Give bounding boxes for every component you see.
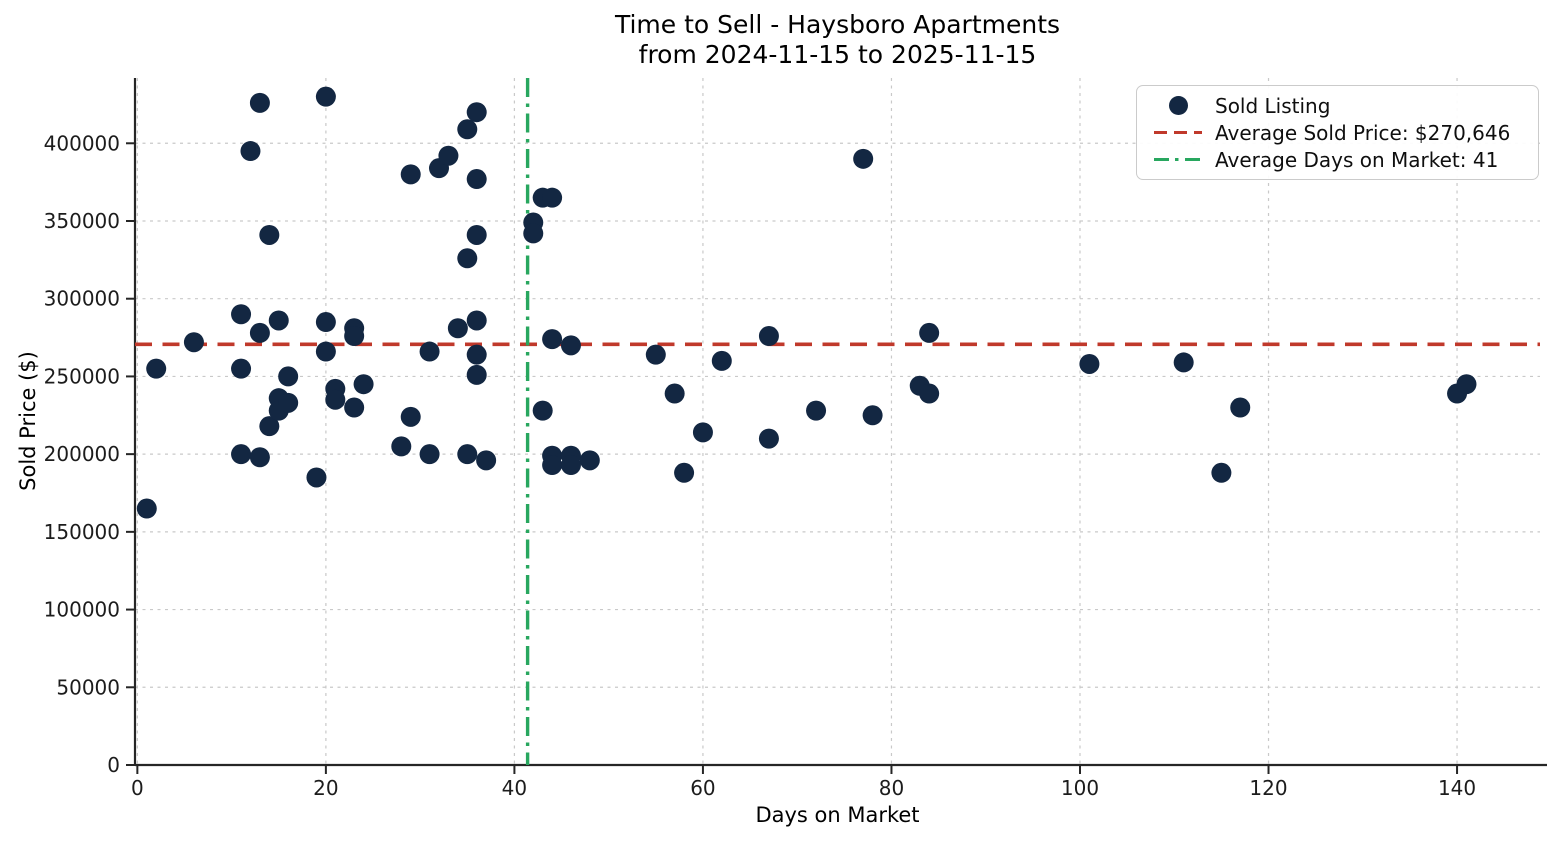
scatter-point bbox=[758, 326, 779, 347]
chart-title-line2: from 2024-11-15 to 2025-11-15 bbox=[638, 40, 1037, 69]
scatter-point bbox=[919, 383, 940, 404]
scatter-point bbox=[447, 318, 468, 339]
avg-price-dashed-line-icon bbox=[1149, 130, 1207, 135]
scatter-point bbox=[466, 344, 487, 365]
scatter-point bbox=[315, 86, 336, 107]
scatter-point bbox=[919, 322, 940, 343]
scatter-point bbox=[853, 148, 874, 169]
scatter-point bbox=[315, 341, 336, 362]
x-axis-label: Days on Market bbox=[755, 803, 920, 827]
scatter-point bbox=[862, 405, 883, 426]
scatter-point bbox=[466, 364, 487, 385]
scatter-point bbox=[353, 374, 374, 395]
y-tick-label: 150000 bbox=[44, 520, 120, 544]
y-tick-label: 50000 bbox=[56, 675, 120, 699]
scatter-point bbox=[692, 422, 713, 443]
y-tick-label: 0 bbox=[107, 753, 120, 777]
scatter-point bbox=[231, 304, 252, 325]
scatter-point bbox=[457, 119, 478, 140]
scatter-point bbox=[268, 310, 289, 331]
x-tick-label: 100 bbox=[1061, 776, 1099, 800]
scatter-point bbox=[711, 350, 732, 371]
scatter-point bbox=[645, 344, 666, 365]
scatter-point bbox=[249, 447, 270, 468]
scatter-point bbox=[1079, 353, 1100, 374]
y-tick-label: 400000 bbox=[44, 131, 120, 155]
y-tick-label: 250000 bbox=[44, 364, 120, 388]
legend: Sold Listing Average Sold Price: $270,64… bbox=[1136, 85, 1539, 180]
scatter-point bbox=[542, 455, 563, 476]
y-tick-label: 300000 bbox=[44, 287, 120, 311]
scatter-point bbox=[249, 92, 270, 113]
avg-days-dashdot-line-icon bbox=[1149, 157, 1207, 162]
scatter-point bbox=[579, 450, 600, 471]
scatter-point bbox=[466, 310, 487, 331]
x-tick-label: 60 bbox=[690, 776, 715, 800]
scatter-point bbox=[146, 358, 167, 379]
scatter-point bbox=[457, 248, 478, 269]
x-tick-label: 20 bbox=[313, 776, 338, 800]
scatter-point bbox=[532, 400, 553, 421]
scatter-point bbox=[240, 141, 261, 162]
scatter-point bbox=[259, 224, 280, 245]
scatter-point bbox=[758, 428, 779, 449]
scatter-point bbox=[466, 224, 487, 245]
scatter-point bbox=[560, 455, 581, 476]
scatter-point bbox=[542, 329, 563, 350]
scatter-point bbox=[476, 450, 497, 471]
y-tick-label: 200000 bbox=[44, 442, 120, 466]
legend-label: Average Days on Market: 41 bbox=[1215, 147, 1499, 172]
scatter-point bbox=[278, 366, 299, 387]
legend-item-average-sold-price: Average Sold Price: $270,646 bbox=[1149, 119, 1528, 146]
y-tick-label: 350000 bbox=[44, 209, 120, 233]
legend-label: Sold Listing bbox=[1215, 93, 1331, 118]
scatter-point bbox=[457, 444, 478, 465]
scatter-point bbox=[306, 467, 327, 488]
y-axis-label: Sold Price ($) bbox=[16, 351, 40, 491]
scatter-point bbox=[1230, 397, 1251, 418]
scatter-point bbox=[438, 145, 459, 166]
chart-title-line1: Time to Sell - Haysboro Apartments bbox=[614, 10, 1061, 39]
chart-title: Time to Sell - Haysboro Apartments from … bbox=[135, 10, 1540, 70]
scatter-point bbox=[1211, 462, 1232, 483]
legend-item-average-days-on-market: Average Days on Market: 41 bbox=[1149, 146, 1528, 173]
scatter-point bbox=[674, 462, 695, 483]
scatter-point bbox=[1173, 352, 1194, 373]
scatter-point bbox=[419, 444, 440, 465]
x-tick-label: 120 bbox=[1249, 776, 1287, 800]
scatter-point bbox=[231, 444, 252, 465]
scatter-point bbox=[523, 223, 544, 244]
scatter-point bbox=[419, 341, 440, 362]
scatter-point bbox=[806, 400, 827, 421]
x-tick-label: 0 bbox=[131, 776, 144, 800]
scatter-point bbox=[231, 358, 252, 379]
legend-item-sold-listing: Sold Listing bbox=[1149, 92, 1528, 119]
x-tick-label: 140 bbox=[1438, 776, 1476, 800]
scatter-point bbox=[325, 389, 346, 410]
scatter-point bbox=[466, 102, 487, 123]
scatter-point bbox=[1456, 374, 1477, 395]
scatter-point bbox=[466, 169, 487, 190]
scatter-point bbox=[400, 164, 421, 185]
scatter-point bbox=[560, 335, 581, 356]
scatter-point bbox=[344, 326, 365, 347]
scatter-point bbox=[344, 397, 365, 418]
scatter-point bbox=[136, 498, 157, 519]
scatter-point bbox=[391, 436, 412, 457]
sold-listing-marker-icon bbox=[1149, 96, 1207, 115]
scatter-point bbox=[278, 392, 299, 413]
scatter-point bbox=[400, 406, 421, 427]
x-tick-label: 80 bbox=[879, 776, 904, 800]
scatter-point bbox=[542, 187, 563, 208]
scatter-point bbox=[315, 312, 336, 333]
x-tick-label: 40 bbox=[502, 776, 527, 800]
scatter-point bbox=[183, 332, 204, 353]
scatter-point bbox=[664, 383, 685, 404]
scatter-point bbox=[249, 322, 270, 343]
y-tick-label: 100000 bbox=[44, 598, 120, 622]
legend-label: Average Sold Price: $270,646 bbox=[1215, 120, 1511, 145]
scatter-point bbox=[259, 416, 280, 437]
